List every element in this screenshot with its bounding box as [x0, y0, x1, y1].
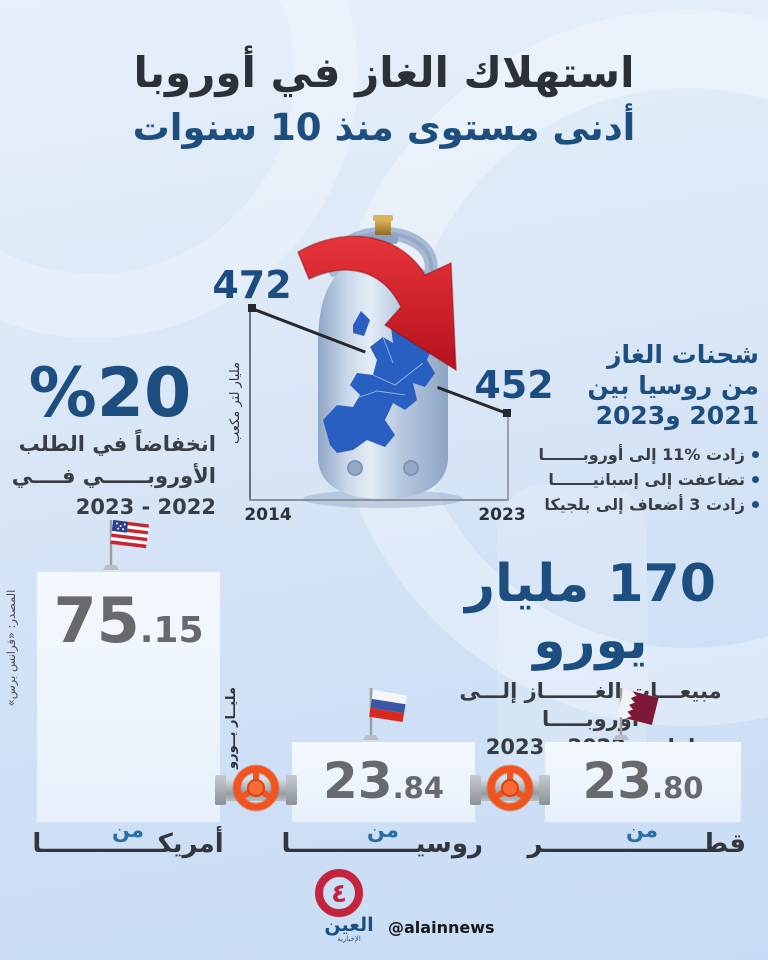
pipe-flange	[286, 775, 297, 805]
bullet-dot-icon	[752, 450, 759, 458]
value-dec: .80	[652, 771, 704, 805]
cylinder-valve	[375, 220, 391, 236]
consumption-axis-label: مليار لتر مكعب	[228, 362, 243, 444]
bullet-dot-icon	[752, 475, 759, 483]
qatar-flag-icon	[613, 688, 659, 740]
country-name: أمريكـــــــــــــا	[32, 829, 224, 859]
shipment-bullet: زادت 3 أضعاف إلى بلجيكا	[533, 492, 759, 517]
chart-y-axis	[249, 305, 251, 501]
country-label-america: من أمريكـــــــــــــا	[28, 818, 228, 866]
shipment-bullet: زادت %11 إلى أوروبـــــــا	[533, 442, 759, 467]
year-2014-label: 2014	[244, 505, 292, 525]
shipment-bullet-text: زادت %11 إلى أوروبـــــــا	[538, 444, 745, 464]
source-credit: المصدر: «فرانس برس»	[4, 589, 18, 707]
country-name: روسيــــــــــــــا	[281, 829, 484, 859]
country-label-qatar: من قطــــــــــــــــــر	[528, 818, 747, 866]
percent-drop-line-3: 2022 - 2023	[75, 495, 216, 520]
shipments-heading-line-3: 2021 و2023	[595, 401, 759, 430]
decline-arrow-icon	[297, 235, 457, 372]
value-int: 23	[582, 752, 653, 810]
usa-flag-icon	[103, 520, 149, 570]
from-label: من	[626, 818, 658, 842]
alain-wordmark-sub: الإخبارية	[337, 935, 361, 943]
percent-drop-line-2: الأوروبــــــي فــــي	[11, 463, 216, 488]
shipment-bullet: تضاعفت إلى إسبانيـــــــا	[533, 467, 759, 492]
value-dec: .15	[139, 610, 204, 651]
shipment-bullet-text: تضاعفت إلى إسبانيـــــــا	[548, 469, 745, 489]
valve-wheel-icon	[486, 764, 534, 812]
alain-logo-icon: ٤	[315, 869, 363, 917]
gas-cylinder-illustration	[297, 215, 463, 508]
percent-drop-value: %20	[28, 354, 192, 433]
shipment-bullet-text: زادت 3 أضعاف إلى بلجيكا	[544, 494, 745, 514]
sales-line-1: مبيعـــات الغـــــــاز إلـــى أوروبـــــ…	[459, 679, 722, 732]
valve-wheel-icon	[232, 764, 280, 812]
value-int: 75	[53, 584, 140, 657]
europe-map	[323, 311, 435, 453]
subtitle: أدنى مستوى منذ 10 سنوات	[132, 106, 636, 149]
russia-flag-icon	[363, 688, 407, 740]
demand-drop-block: %20 انخفاضاً في الطلب الأوروبــــــي فــ…	[4, 358, 216, 524]
pipe-flange	[215, 775, 226, 805]
bar-value-qatar: 23.80	[545, 742, 741, 810]
value-int: 23	[323, 752, 393, 810]
chart-right-drop-line	[507, 413, 509, 501]
bar-america: 75.15	[37, 572, 220, 822]
value-dec: .84	[392, 771, 444, 805]
bar-qatar: 23.80	[545, 742, 741, 822]
country-label-russia: من روسيــــــــــــــا	[281, 818, 484, 866]
from-label: من	[112, 818, 144, 842]
pipe-flange	[539, 775, 550, 805]
year-2023-label: 2023	[478, 505, 526, 525]
percent-drop-line-1: انخفاضاً في الطلب	[18, 432, 216, 457]
shipments-block: شحنات الغاز من روسيا بين 2021 و2023 زادت…	[533, 340, 759, 517]
sales-headline: 170 مليار يورو	[465, 554, 716, 672]
chart-x-axis	[249, 499, 509, 501]
bar-value-america: 75.15	[37, 572, 220, 657]
value-452-label: 452	[474, 363, 554, 407]
main-title: استهلاك الغاز في أوروبا	[133, 48, 635, 97]
social-handle: @alainnews	[388, 918, 495, 937]
svg-text:٤: ٤	[331, 879, 347, 909]
value-472-label: 472	[212, 263, 292, 307]
billion-euro-axis-label: مليــار يــورو	[224, 687, 239, 769]
data-point-2023	[503, 409, 511, 417]
alain-wordmark: العين الإخبارية	[316, 916, 382, 943]
alain-wordmark-text: العين	[324, 914, 374, 936]
pipe-flange	[470, 775, 481, 805]
bar-value-russia: 23.84	[292, 742, 475, 810]
country-name: قطــــــــــــــــــر	[527, 829, 747, 859]
shipments-heading-line-1: شحنات الغاز	[607, 340, 759, 369]
shipments-heading-line-2: من روسيا بين	[587, 370, 759, 400]
bar-russia: 23.84	[292, 742, 475, 822]
from-label: من	[367, 818, 399, 842]
bullet-dot-icon	[752, 500, 759, 508]
